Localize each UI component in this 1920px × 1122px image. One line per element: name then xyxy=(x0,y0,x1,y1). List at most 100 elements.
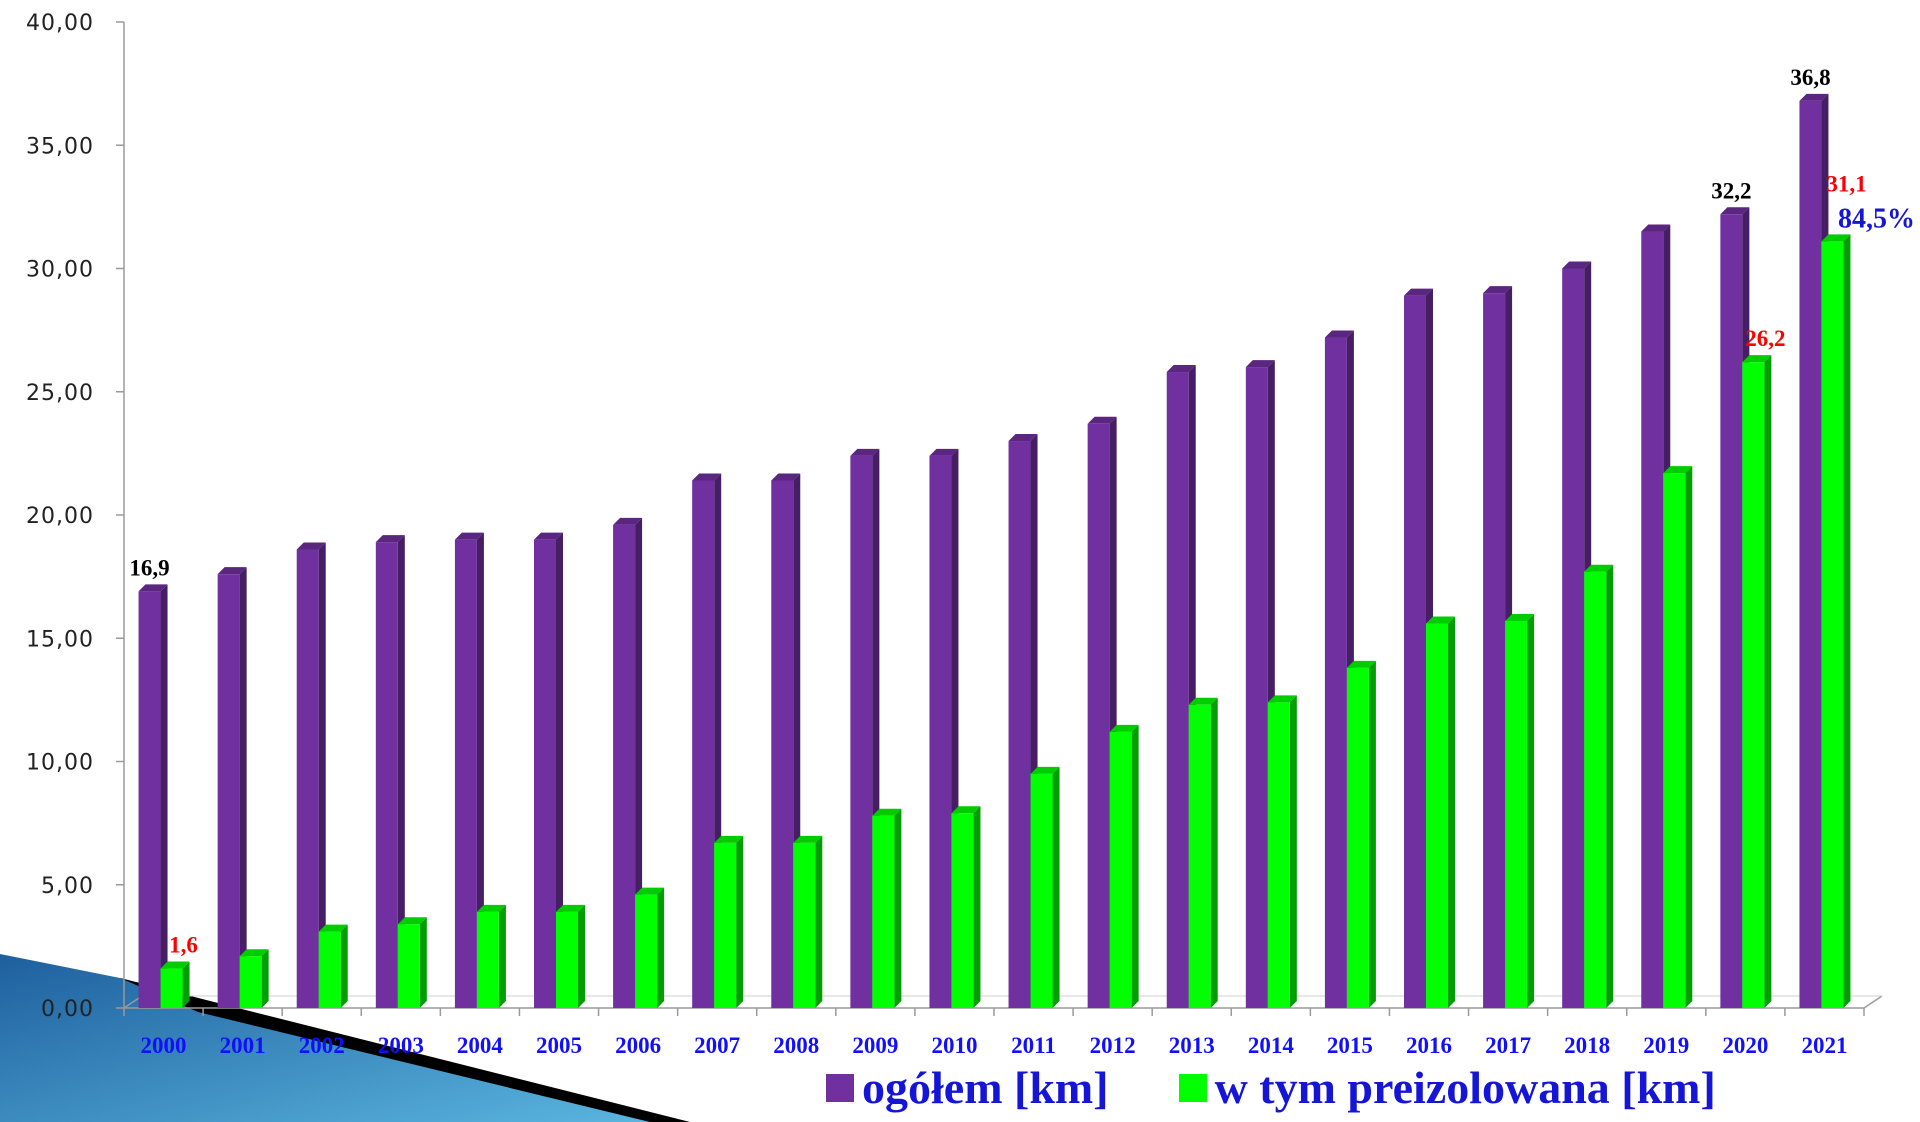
bar-top xyxy=(1821,234,1851,242)
bar-top xyxy=(1404,288,1433,296)
bar-front xyxy=(318,931,341,1008)
bar-top xyxy=(1483,286,1513,294)
bar-top xyxy=(1166,365,1196,373)
bar-front xyxy=(1188,704,1211,1008)
bar-preinsulated xyxy=(1030,766,1060,1008)
bar-front xyxy=(1166,372,1189,1008)
bar-preinsulated xyxy=(951,806,981,1008)
x-tick-label: 2010 xyxy=(931,1033,977,1058)
bar-front xyxy=(1245,367,1268,1009)
bar-front xyxy=(397,924,420,1008)
bar-side xyxy=(657,887,665,1008)
bar-preinsulated xyxy=(476,904,506,1008)
bar-preinsulated xyxy=(1346,660,1376,1008)
data-label: 1,6 xyxy=(169,933,198,958)
chart-legend: ogółem [km] w tym preizolowana [km] xyxy=(826,1065,1786,1111)
x-tick-label: 2009 xyxy=(852,1033,898,1058)
bar-side xyxy=(815,835,823,1008)
x-tick-label: 2003 xyxy=(378,1033,424,1058)
x-tick-label: 2020 xyxy=(1722,1033,1768,1058)
percent-annotation: 84,5% xyxy=(1838,203,1915,234)
x-tick-label: 2004 xyxy=(457,1033,504,1058)
y-tick-label: 10,00 xyxy=(26,751,94,776)
bar-front xyxy=(476,911,499,1008)
bar-front xyxy=(1505,620,1528,1008)
bar-top xyxy=(1030,766,1060,774)
bar-top xyxy=(1799,93,1829,101)
bar-side xyxy=(160,584,168,1008)
bar-front xyxy=(771,480,794,1008)
bar-top xyxy=(635,887,665,895)
bar-preinsulated xyxy=(1267,695,1297,1008)
bar-side xyxy=(261,949,269,1008)
legend-swatch-preinsulated xyxy=(1178,1074,1207,1102)
bar-front xyxy=(951,813,974,1008)
x-tick-label: 2011 xyxy=(1011,1033,1056,1058)
bar-total xyxy=(454,532,484,1008)
data-label: 16,9 xyxy=(129,555,169,580)
bar-preinsulated xyxy=(397,917,427,1008)
bar-front xyxy=(239,956,262,1008)
bar-preinsulated xyxy=(1188,697,1218,1008)
bar-front xyxy=(1720,214,1743,1008)
bar-front xyxy=(1641,231,1664,1008)
bar-preinsulated xyxy=(1109,724,1139,1008)
bar-side xyxy=(182,961,190,1008)
bar-front xyxy=(1087,423,1110,1008)
bar-front xyxy=(1267,702,1290,1008)
bar-preinsulated xyxy=(635,887,665,1008)
bar-top xyxy=(613,517,643,525)
bar-front xyxy=(1109,731,1132,1008)
bar-preinsulated xyxy=(1663,466,1693,1009)
bar-top xyxy=(1584,564,1614,572)
y-tick-label: 25,00 xyxy=(26,381,94,406)
bar-top xyxy=(296,542,326,550)
bar-front xyxy=(534,539,556,1008)
bar-top xyxy=(1663,466,1693,474)
bar-side xyxy=(1527,613,1535,1008)
bar-front xyxy=(138,591,161,1008)
bar-top xyxy=(534,532,563,540)
bar-top xyxy=(692,473,722,481)
x-tick-label: 2018 xyxy=(1564,1033,1610,1058)
bar-total xyxy=(1008,434,1038,1008)
bar-front xyxy=(1483,293,1506,1008)
y-tick-label: 5,00 xyxy=(41,874,94,899)
bar-top xyxy=(1346,660,1376,668)
bar-front xyxy=(375,542,398,1008)
bar-side xyxy=(1448,616,1455,1008)
bar-top xyxy=(454,532,484,540)
bar-top xyxy=(714,835,744,843)
x-tick-label: 2005 xyxy=(536,1033,582,1058)
bar-side xyxy=(476,532,484,1008)
x-tick-label: 2015 xyxy=(1327,1033,1373,1058)
bar-preinsulated xyxy=(160,961,190,1008)
x-tick-label: 2002 xyxy=(299,1033,345,1058)
bar-top xyxy=(375,535,405,543)
bar-front xyxy=(1742,362,1765,1008)
bar-side xyxy=(556,532,563,1008)
bar-side xyxy=(340,924,348,1008)
bar-side xyxy=(419,917,427,1008)
bar-front xyxy=(1426,623,1448,1008)
bar-front xyxy=(1663,473,1686,1009)
data-label: 36,8 xyxy=(1790,65,1830,90)
legend-item-preinsulated: w tym preizolowana [km] xyxy=(1178,1065,1716,1111)
bar-front xyxy=(1030,773,1053,1008)
bar-top xyxy=(1720,207,1750,215)
bar-top xyxy=(1641,224,1671,232)
legend-swatch-total xyxy=(826,1074,854,1102)
bar-front xyxy=(692,480,715,1008)
bar-preinsulated xyxy=(1821,234,1851,1008)
bar-total xyxy=(296,542,326,1008)
bar-top xyxy=(397,917,427,925)
x-tick-label: 2006 xyxy=(615,1033,661,1058)
x-tick-label: 2008 xyxy=(773,1033,819,1058)
bar-side xyxy=(736,835,744,1008)
bar-preinsulated xyxy=(1584,564,1614,1008)
bar-top xyxy=(1109,724,1139,732)
bar-top xyxy=(1505,613,1535,621)
chart-bars xyxy=(138,93,1851,1009)
x-tick-label: 2014 xyxy=(1248,1033,1295,1058)
y-tick-label: 35,00 xyxy=(26,134,94,159)
